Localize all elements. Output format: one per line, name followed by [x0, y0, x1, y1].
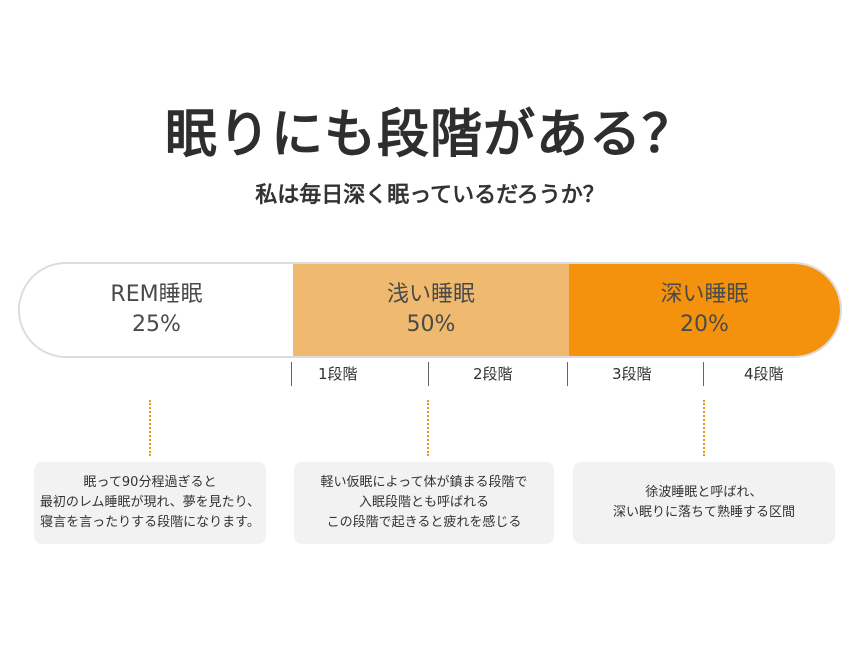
connector-rem	[149, 400, 151, 456]
segment-deep: 深い睡眠 20%	[569, 264, 840, 356]
card-line: 徐波睡眠と呼ばれ、	[645, 485, 763, 500]
segment-rem-percent: 25%	[132, 312, 181, 337]
segment-light-label: 浅い睡眠	[386, 282, 475, 307]
stage-label-2: 2段階	[473, 365, 513, 383]
segment-light: 浅い睡眠 50%	[293, 264, 569, 356]
card-line: 軽い仮眠によって体が鎮まる段階で	[320, 475, 528, 490]
info-card-light: 軽い仮眠によって体が鎮まる段階で 入眠段階とも呼ばれる この段階で起きると疲れを…	[294, 462, 554, 544]
page-subtitle: 私は毎日深く眠っているだろうか？	[255, 183, 605, 208]
stage-label-3: 3段階	[612, 365, 652, 383]
card-line: この段階で起きると疲れを感じる	[326, 515, 522, 530]
connector-light	[427, 400, 429, 456]
card-line: 寝言を言ったりする段階になります。	[40, 515, 260, 530]
card-line: 眠って90分程過ぎると	[83, 475, 217, 490]
card-line: 最初のレム睡眠が現れ、夢を見たり、	[39, 495, 261, 510]
stage-label-1: 1段階	[318, 365, 358, 383]
tick-divider	[703, 362, 704, 386]
tick-divider	[428, 362, 429, 386]
tick-divider	[567, 362, 568, 386]
info-card-deep: 徐波睡眠と呼ばれ、 深い眠りに落ちて熟睡する区間	[573, 462, 835, 544]
card-line: 入眠段階とも呼ばれる	[358, 495, 489, 510]
tick-divider	[291, 362, 292, 386]
connector-deep	[703, 400, 705, 456]
stage-label-4: 4段階	[744, 365, 784, 383]
card-line: 深い眠りに落ちて熟睡する区間	[612, 505, 795, 520]
stage-ticks: 1段階 2段階 3段階 4段階	[0, 362, 860, 392]
segment-rem: REM睡眠 25%	[20, 264, 293, 356]
page-title: 眠りにも段階がある？	[164, 105, 695, 165]
segment-deep-percent: 20%	[680, 312, 729, 337]
segment-rem-label: REM睡眠	[110, 282, 203, 307]
segment-light-percent: 50%	[406, 312, 456, 337]
info-card-rem: 眠って90分程過ぎると 最初のレム睡眠が現れ、夢を見たり、 寝言を言ったりする段…	[34, 462, 266, 544]
segment-deep-label: 深い睡眠	[660, 282, 749, 307]
sleep-stage-bar: REM睡眠 25% 浅い睡眠 50% 深い睡眠 20%	[18, 262, 842, 358]
